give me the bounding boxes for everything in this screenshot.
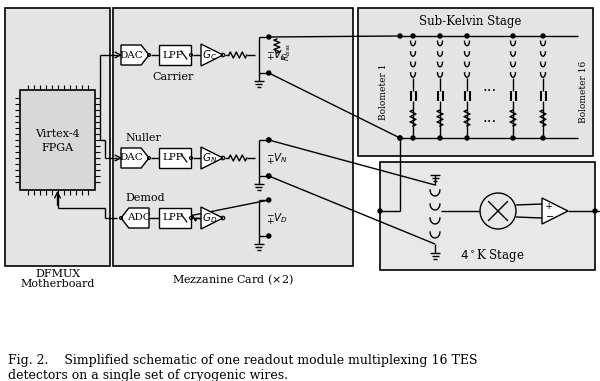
Circle shape xyxy=(541,34,545,38)
Text: DAC: DAC xyxy=(119,51,143,59)
Text: Nuller: Nuller xyxy=(125,133,161,143)
Circle shape xyxy=(267,138,271,142)
Circle shape xyxy=(267,174,271,178)
Circle shape xyxy=(511,136,515,140)
Circle shape xyxy=(411,34,415,38)
Circle shape xyxy=(267,138,271,142)
Text: Motherboard: Motherboard xyxy=(20,279,95,289)
Polygon shape xyxy=(121,45,149,65)
Text: +: + xyxy=(266,157,274,165)
Text: $-$: $-$ xyxy=(545,211,554,221)
Text: Sub-Kelvin Stage: Sub-Kelvin Stage xyxy=(419,16,521,29)
Polygon shape xyxy=(121,208,149,228)
Circle shape xyxy=(438,34,442,38)
Text: $V_N$: $V_N$ xyxy=(273,151,287,165)
Polygon shape xyxy=(542,198,568,224)
Text: $-$: $-$ xyxy=(266,46,274,56)
Text: Demod: Demod xyxy=(125,193,164,203)
Text: Virtex-4: Virtex-4 xyxy=(35,129,80,139)
Bar xyxy=(113,8,353,266)
Bar xyxy=(159,208,191,228)
Polygon shape xyxy=(201,147,223,169)
Circle shape xyxy=(378,209,382,213)
Text: Mezzanine Card ($\times$2): Mezzanine Card ($\times$2) xyxy=(172,273,294,287)
Text: +: + xyxy=(266,53,274,62)
Bar xyxy=(159,148,191,168)
Text: Fig. 2.    Simplified schematic of one readout module multiplexing 16 TES
detect: Fig. 2. Simplified schematic of one read… xyxy=(8,354,478,381)
Text: $G_{C}$: $G_{C}$ xyxy=(202,48,218,62)
Text: LPF: LPF xyxy=(162,51,183,59)
Bar xyxy=(159,45,191,65)
Bar xyxy=(380,162,595,270)
Circle shape xyxy=(267,35,271,39)
Circle shape xyxy=(438,136,442,140)
Circle shape xyxy=(593,209,597,213)
Text: LPF: LPF xyxy=(162,154,183,163)
Text: $V_D$: $V_D$ xyxy=(273,211,287,225)
Circle shape xyxy=(267,174,271,178)
Text: Bolometer 16: Bolometer 16 xyxy=(578,61,587,123)
Text: ...: ... xyxy=(483,111,497,125)
Text: $G_{N}$: $G_{N}$ xyxy=(202,151,218,165)
Text: +: + xyxy=(545,202,553,211)
Text: Carrier: Carrier xyxy=(152,72,194,82)
Circle shape xyxy=(398,34,402,38)
Text: $G_{D}$: $G_{D}$ xyxy=(202,211,218,225)
Circle shape xyxy=(465,136,469,140)
Text: DAC: DAC xyxy=(119,154,143,163)
Text: DFMUX: DFMUX xyxy=(35,269,80,279)
Bar xyxy=(20,90,95,190)
Text: ADC: ADC xyxy=(127,213,151,223)
Polygon shape xyxy=(121,148,149,168)
Text: LPF: LPF xyxy=(162,213,183,223)
Text: Bolometer 1: Bolometer 1 xyxy=(379,64,388,120)
Circle shape xyxy=(411,136,415,140)
Circle shape xyxy=(465,34,469,38)
Text: FPGA: FPGA xyxy=(41,143,74,153)
Text: ...: ... xyxy=(483,80,497,94)
Circle shape xyxy=(398,136,402,140)
Text: $-$: $-$ xyxy=(266,149,274,158)
Text: +: + xyxy=(266,216,274,226)
Circle shape xyxy=(267,198,271,202)
Text: $R_{bias}$: $R_{bias}$ xyxy=(281,43,293,61)
Polygon shape xyxy=(201,207,223,229)
Text: $V_C$: $V_C$ xyxy=(273,48,287,62)
Polygon shape xyxy=(201,44,223,66)
Circle shape xyxy=(398,136,402,140)
Text: $4^\circ$K Stage: $4^\circ$K Stage xyxy=(460,248,525,264)
Circle shape xyxy=(267,71,271,75)
Circle shape xyxy=(267,234,271,238)
Circle shape xyxy=(541,136,545,140)
Circle shape xyxy=(511,34,515,38)
Text: $-$: $-$ xyxy=(266,210,274,218)
Bar xyxy=(5,8,110,266)
Bar xyxy=(358,8,593,156)
